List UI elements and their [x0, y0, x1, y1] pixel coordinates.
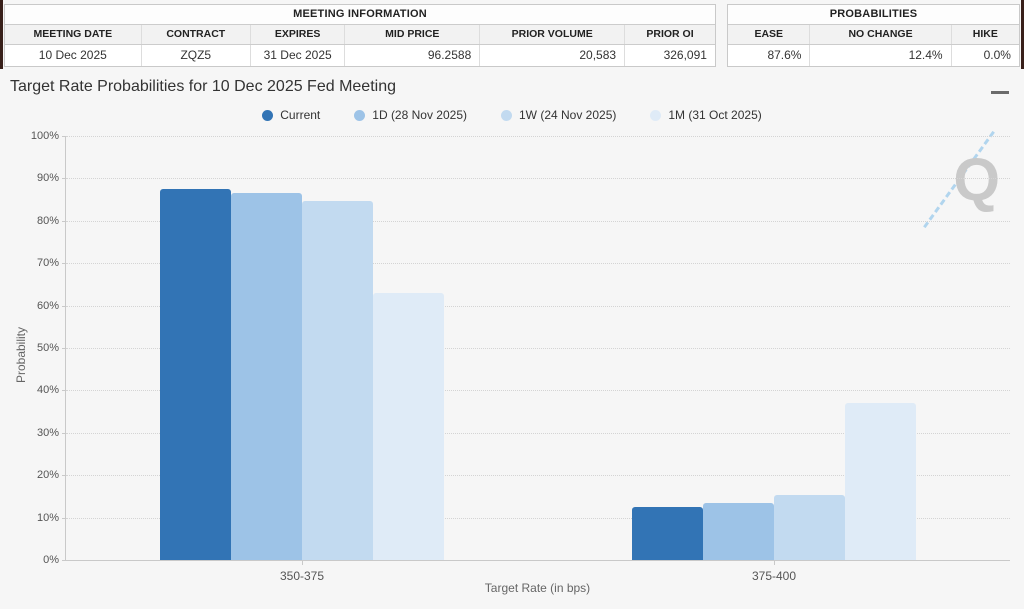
meeting-information-header-cell: MID PRICE: [344, 25, 479, 44]
y-tick-mark: [62, 220, 66, 222]
bar-1m-350-375[interactable]: [373, 293, 444, 560]
y-tick-mark: [62, 475, 66, 477]
y-tick-label: 100%: [30, 130, 59, 142]
y-tick-mark: [62, 178, 66, 180]
bar-1d-350-375[interactable]: [231, 193, 302, 560]
gridline: [66, 517, 1010, 519]
probabilities-value-cell: 12.4%: [809, 45, 951, 66]
legend-marker-icon: [650, 109, 662, 121]
quikstrike-watermark: Q: [922, 130, 1002, 229]
probabilities-header-cell: NO CHANGE: [809, 25, 950, 44]
probabilities-table: PROBABILITIES EASE NO CHANGE HIKE 87.6% 12.…: [727, 4, 1020, 67]
y-tick-label: 40%: [36, 384, 59, 397]
watermark-q-logo-icon: Q: [953, 146, 1000, 213]
y-tick-label: 70%: [36, 257, 59, 270]
probabilities-data-row: 87.6% 12.4% 0.0%: [728, 45, 1019, 66]
probabilities-header-cell: EASE: [754, 28, 784, 40]
meeting-information-header-cell: MEETING DATE: [33, 28, 113, 40]
gridline: [66, 348, 1010, 349]
x-tick-mark: [301, 560, 303, 565]
bar-1w-350-375[interactable]: [302, 201, 373, 560]
chart-plot-area: Q 0% 10% 20% 30% 40% 50% 60% 70% 80% 90% 100% 350-3…: [31, 130, 1010, 583]
watermark-trend-line-icon: [923, 130, 995, 229]
legend-marker-icon: [262, 109, 274, 121]
y-tick-mark: [62, 517, 66, 519]
probabilities-value-cell: 0.0%: [950, 45, 1019, 66]
hamburger-bar: [991, 91, 1009, 94]
gridline: [66, 390, 1010, 392]
chart-title: Target Rate Probabilities for 10 Dec 202…: [10, 78, 396, 95]
legend-item-1m[interactable]: 1M (31 Oct 2025): [650, 108, 762, 122]
probabilities-header-row: EASE NO CHANGE HIKE: [728, 25, 1019, 45]
gridline: [66, 178, 1010, 180]
x-tick-mark: [773, 560, 775, 565]
y-tick-mark: [62, 560, 66, 561]
gridline: [66, 263, 1010, 265]
gridline: [66, 220, 1010, 222]
y-axis-title: Probability: [14, 326, 28, 384]
meeting-information-header-row: MEETING DATE CONTRACT EXPIRES MID PRICE PRIO…: [5, 25, 715, 45]
bar-current-375-400[interactable]: [632, 507, 703, 560]
meeting-information-header-cell: CONTRACT: [140, 25, 250, 44]
legend-label: Current: [280, 108, 321, 122]
legend-marker-icon: [500, 109, 512, 121]
x-category-label: 350-375: [279, 569, 325, 583]
bar-1d-375-400[interactable]: [703, 502, 774, 560]
legend-item-current[interactable]: Current: [262, 108, 320, 122]
gridline: [66, 305, 1010, 307]
meeting-information-value-cell: 31 Dec 2025: [249, 45, 345, 66]
gridline: [66, 475, 1010, 477]
legend-item-1d[interactable]: 1D (28 Nov 2025): [354, 108, 467, 122]
probabilities-title: PROBABILITIES: [728, 5, 1019, 25]
meeting-information-value-cell: 10 Dec 2025: [5, 45, 141, 66]
gridline: [66, 136, 1010, 137]
x-category-label: 375-400: [751, 569, 797, 583]
y-tick-label: 90%: [36, 172, 59, 185]
page-edge-strip-left: [0, 0, 3, 69]
meeting-information-header-cell: PRIOR OI: [624, 25, 715, 44]
meeting-information-value-cell: ZQZ5: [140, 45, 250, 66]
y-tick-mark: [62, 390, 66, 392]
legend-label: 1W (24 Nov 2025): [518, 108, 617, 122]
bar-1w-375-400[interactable]: [774, 494, 845, 560]
meeting-information-value-cell: 96.2588: [344, 45, 480, 66]
y-tick-mark: [62, 263, 66, 265]
legend-label: 1M (31 Oct 2025): [668, 108, 762, 122]
y-tick-label: 0%: [43, 554, 59, 566]
y-tick-mark: [62, 136, 66, 137]
meeting-information-table: MEETING INFORMATION MEETING DATE CONTRACT…: [4, 4, 716, 67]
meeting-information-header-cell: PRIOR VOLUME: [479, 25, 624, 44]
y-tick-label: 80%: [36, 214, 59, 227]
y-tick-label: 50%: [36, 342, 59, 354]
legend-item-1w[interactable]: 1W (24 Nov 2025): [500, 108, 617, 122]
y-tick-label: 30%: [36, 426, 59, 439]
meeting-information-value-cell: 326,091: [624, 45, 715, 66]
legend-marker-icon: [354, 109, 366, 121]
fed-meeting-chart-card: Target Rate Probabilities for 10 Dec 202…: [0, 72, 1024, 609]
meeting-information-header-cell: EXPIRES: [249, 25, 344, 44]
meeting-information-title: MEETING INFORMATION: [5, 5, 715, 25]
y-tick-mark: [62, 432, 66, 434]
meeting-information-data-row: 10 Dec 2025 ZQZ5 31 Dec 2025 96.2588 20,583 3…: [5, 45, 715, 66]
page-edge-strip-right: [1021, 0, 1024, 69]
bar-current-350-375[interactable]: [160, 188, 231, 560]
y-tick-mark: [62, 305, 66, 307]
hamburger-menu-icon[interactable]: [990, 80, 1010, 96]
meeting-information-value-cell: 20,583: [479, 45, 625, 66]
y-tick-label: 20%: [36, 469, 59, 482]
y-tick-label: 10%: [36, 511, 59, 524]
bar-1m-375-400[interactable]: [845, 402, 916, 560]
x-axis-title: Target Rate (in bps): [484, 581, 591, 595]
legend-label: 1D (28 Nov 2025): [372, 108, 467, 122]
gridline: [66, 432, 1010, 434]
y-tick-mark: [62, 348, 66, 349]
probabilities-value-cell: 87.6%: [728, 45, 810, 66]
y-tick-label: 60%: [36, 299, 59, 312]
chart-legend: Current 1D (28 Nov 2025) 1W (24 Nov 2025) 1…: [0, 108, 1024, 122]
probabilities-header-cell: HIKE: [950, 25, 1019, 44]
